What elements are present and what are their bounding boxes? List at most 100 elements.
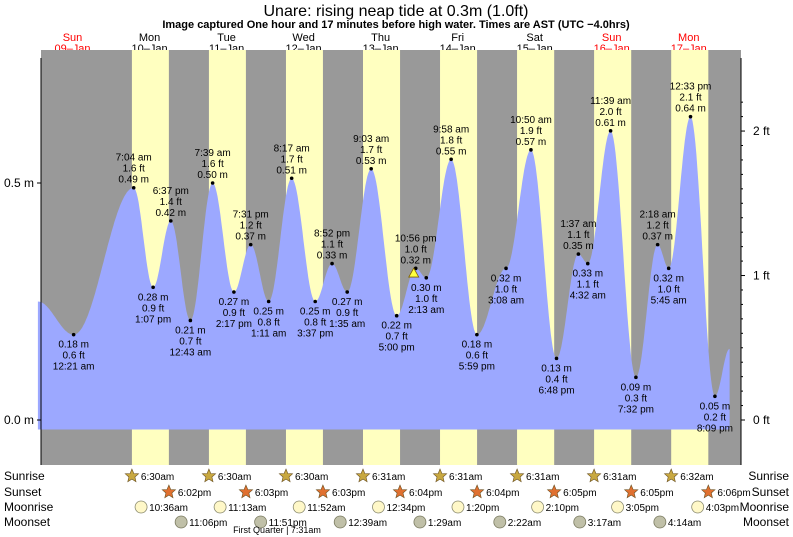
moonset-icon — [174, 515, 188, 529]
sunrise-icon — [509, 468, 525, 483]
extreme-m-label: 0.27 m — [219, 297, 250, 308]
extreme-time-label: 1:07 pm — [135, 314, 171, 325]
day-name-label: Wed — [292, 32, 314, 44]
chart-title: Unare: rising neap tide at 0.3m (1.0ft) — [263, 3, 528, 20]
extreme-point — [576, 252, 581, 256]
extreme-m-label: 0.33 m — [572, 269, 603, 280]
extreme-m-label: 0.55 m — [436, 146, 467, 157]
extreme-time-label: 12:43 am — [170, 347, 212, 358]
extreme-point — [210, 181, 215, 185]
current-time-marker — [408, 267, 420, 278]
extreme-ft-label: 0.3 ft — [625, 393, 647, 404]
extreme-time-label: 2:18 am — [640, 210, 676, 221]
sunset-icon — [469, 484, 485, 499]
right-axis-tick-label: 1 ft — [753, 269, 770, 283]
extreme-ft-label: 0.8 ft — [304, 318, 326, 329]
moonset-time: 12:39am — [348, 518, 387, 529]
sunset-time: 6:05pm — [563, 488, 596, 499]
extreme-ft-label: 0.7 ft — [179, 336, 201, 347]
extreme-ft-label: 1.7 ft — [360, 145, 382, 156]
sunrise-time: 6:30am — [295, 472, 328, 483]
sunset-icon — [623, 484, 639, 499]
extreme-time-label: 7:04 am — [116, 153, 152, 164]
extreme-time-label: 2:13 am — [408, 305, 444, 316]
sunrise-icon — [663, 468, 679, 483]
extreme-m-label: 0.37 m — [642, 232, 673, 243]
extreme-ft-label: 1.8 ft — [440, 135, 462, 146]
moonset-time: 2:22am — [508, 518, 541, 529]
moonset-time: 3:17am — [588, 518, 621, 529]
extreme-m-label: 0.53 m — [356, 156, 387, 167]
extreme-time-label: 3:08 am — [488, 295, 524, 306]
extreme-ft-label: 1.4 ft — [160, 197, 182, 208]
extreme-m-label: 0.25 m — [253, 307, 284, 318]
extreme-time-label: 9:03 am — [353, 134, 389, 145]
sunrise-time: 6:31am — [449, 472, 482, 483]
extreme-time-label: 6:48 pm — [538, 385, 574, 396]
extreme-time-label: 5:45 am — [651, 295, 687, 306]
sunrise-icon — [432, 468, 448, 483]
extreme-time-label: 2:17 pm — [216, 319, 252, 330]
moonset-time: 4:14am — [668, 518, 701, 529]
extreme-point — [248, 242, 253, 247]
extreme-ft-label: 1.1 ft — [577, 280, 599, 291]
extreme-time-label: 8:17 am — [274, 143, 310, 154]
extreme-ft-label: 0.9 ft — [142, 303, 164, 314]
moonset-icon — [254, 515, 268, 529]
sunrise-icon — [124, 468, 140, 483]
extreme-ft-label: 1.2 ft — [646, 221, 668, 232]
sunset-time: 6:05pm — [640, 488, 673, 499]
extreme-m-label: 0.13 m — [541, 363, 572, 374]
sunset-time: 6:04pm — [486, 488, 519, 499]
sunset-time: 6:02pm — [178, 488, 211, 499]
extreme-ft-label: 2.0 ft — [599, 107, 621, 118]
extreme-m-label: 0.30 m — [411, 283, 442, 294]
moonset-icon — [413, 515, 427, 529]
extreme-point — [394, 313, 399, 318]
left-axis-tick-label: 0.5 m — [4, 176, 34, 190]
left-axis-tick-label: 0.0 m — [4, 413, 34, 427]
extreme-ft-label: 1.0 ft — [658, 284, 680, 295]
moonrise-time: 11:13am — [228, 503, 266, 514]
extreme-ft-label: 1.6 ft — [201, 159, 223, 170]
moonrise-icon — [292, 500, 306, 514]
sunset-icon — [700, 484, 716, 499]
extreme-time-label: 5:59 pm — [459, 362, 495, 373]
extreme-ft-label: 2.1 ft — [679, 93, 701, 104]
sunset-icon — [392, 484, 408, 499]
extreme-point — [330, 261, 334, 266]
day-name-label: Mon — [139, 32, 160, 44]
extreme-ft-label: 0.7 ft — [386, 332, 408, 343]
sunrise-icon — [278, 468, 294, 483]
row-label-right: Sunrise — [748, 469, 789, 483]
row-label-left: Sunrise — [4, 469, 45, 483]
extreme-m-label: 0.09 m — [621, 382, 652, 393]
extreme-time-label: 7:31 pm — [233, 210, 269, 221]
extreme-point — [608, 129, 613, 133]
sunrise-time: 6:31am — [526, 472, 559, 483]
moonrise-time: 1:20pm — [466, 503, 499, 514]
extreme-ft-label: 1.9 ft — [520, 126, 542, 137]
sunrise-icon — [355, 468, 371, 483]
extreme-m-label: 0.61 m — [595, 118, 626, 129]
extreme-point — [345, 290, 350, 294]
extreme-m-label: 0.32 m — [653, 273, 684, 284]
moonrise-time: 10:36am — [149, 503, 188, 514]
extreme-point — [266, 299, 271, 304]
moonrise-icon — [134, 500, 148, 514]
extreme-m-label: 0.32 m — [400, 255, 431, 266]
extreme-m-label: 0.25 m — [300, 307, 331, 318]
sunrise-time: 6:31am — [372, 472, 405, 483]
moon-phase-note: First Quarter | 7:31am — [233, 525, 321, 535]
moonset-time: 11:06pm — [189, 518, 227, 529]
extreme-ft-label: 1.6 ft — [123, 164, 145, 175]
sunrise-icon — [201, 468, 217, 483]
moonrise-icon — [611, 500, 624, 514]
day-name-label: Mon — [678, 32, 699, 44]
sunset-icon — [315, 484, 331, 499]
extreme-time-label: 11:39 am — [590, 96, 631, 107]
extreme-m-label: 0.28 m — [138, 292, 169, 303]
extreme-point — [151, 285, 155, 290]
